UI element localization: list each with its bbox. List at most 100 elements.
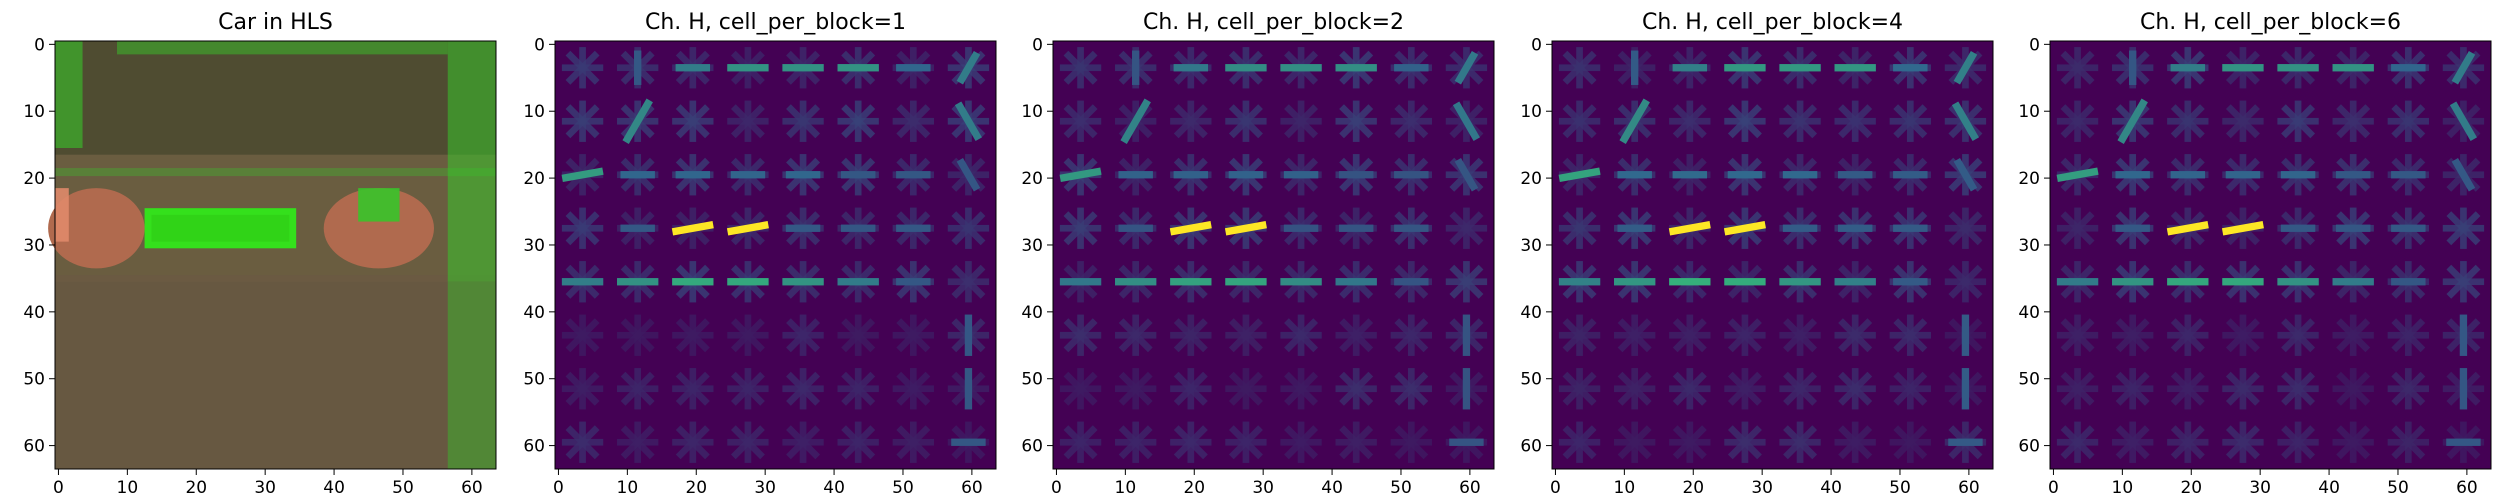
hog-faint-bar [2060,50,2095,85]
hog-faint-bar [786,318,821,353]
hog-gradient-bar [2280,171,2316,179]
hog-gradient-bar [2056,167,2099,182]
hog-faint-bar [1284,104,1319,139]
y-tick-label: 30 [23,236,45,256]
y-tick-label: 0 [2029,35,2040,55]
hog-faint-bar [1727,318,1762,353]
hog-gradient-bar [727,278,769,286]
hog-gradient-bar [782,278,824,286]
hog-faint-bar [1617,425,1652,460]
hog-gradient-bar [1173,171,1209,179]
panel-title: Ch. H, cell_per_block=4 [1642,10,1903,35]
hog-gradient-bar [1668,221,1711,236]
hog-gradient-bar [1669,278,1711,286]
hog-gradient-bar [1228,171,1264,179]
hog-faint-bar [2225,371,2260,406]
hog-gradient-bar [2335,171,2371,179]
hog-gradient-bar [1834,64,1876,72]
x-tick-label: 30 [254,478,276,498]
panel-title: Ch. H, cell_per_block=1 [645,10,906,35]
hog-gradient-bar [1614,278,1656,286]
x-tick-label: 50 [1889,478,1911,498]
hog-faint-bar [1339,371,1374,406]
hog-gradient-bar [1059,167,1102,182]
hog-faint-bar [786,371,821,406]
x-tick-label: 30 [2249,478,2271,498]
x-tick-label: 40 [1820,478,1842,498]
hog-faint-bar [1063,50,1098,85]
hog-gradient-bar [896,278,931,286]
panel-2: Ch. H, cell_per_block=1 0 10 20 30 40 50 60 0 10 2… [523,10,997,498]
x-tick-label: 40 [1321,478,1343,498]
image-license-plate-inner [151,214,290,242]
hog-faint-bar [1562,371,1597,406]
hog-gradient-bar [2449,101,2477,141]
hog-faint-bar [565,50,600,85]
hog-gradient-bar [1961,368,1970,410]
hog-gradient-bar [1280,64,1322,72]
y-tick-label: 60 [523,437,545,457]
hog-gradient-bar [1394,224,1429,232]
hog-gradient-bar [1115,278,1157,286]
x-tick-label: 40 [323,478,345,498]
hog-gradient-bar [1132,50,1140,85]
hog-gradient-bar [1118,224,1153,232]
y-tick-label: 50 [2018,370,2040,390]
hog-faint-bar [1562,104,1597,139]
y-tick-label: 0 [534,35,545,55]
hog-gradient-bar [1394,171,1429,179]
hog-faint-bar [2060,104,2095,139]
hog-gradient-bar [1283,171,1319,179]
hog-gradient-bar [1779,278,1821,286]
x-tick-label: 60 [1459,478,1481,498]
hog-gradient-bar [2115,224,2150,232]
hog-gradient-bar [1280,278,1322,286]
y-tick-label: 50 [523,370,545,390]
hog-faint-bar [1394,104,1429,139]
hog-gradient-bar [1953,157,1978,192]
hog-gradient-bar [2225,171,2261,179]
hog-faint-bar [1672,104,1707,139]
hog-gradient-bar [837,278,879,286]
hog-gradient-bar [1225,64,1267,72]
image-green-edge-top [117,41,448,55]
hog-faint-bar [786,104,821,139]
y-tick-label: 60 [1021,437,1043,457]
image-green-edge-left [55,41,83,148]
y-tick-label: 20 [2018,169,2040,189]
y-tick-label: 10 [1021,102,1043,122]
hog-gradient-bar [1672,171,1708,179]
hog-faint-bar [2115,425,2150,460]
hog-gradient-bar [2170,171,2206,179]
hog-gradient-bar [1173,64,1209,72]
hog-faint-bar [2336,371,2371,406]
hog-faint-bar [1562,425,1597,460]
hog-faint-bar [1394,318,1429,353]
hog-faint-bar [1228,371,1263,406]
hog-faint-bar [1173,318,1208,353]
x-tick-label: 20 [185,478,207,498]
axes-frame [54,40,497,470]
hog-gradient-bar [1951,101,1979,141]
hog-gradient-bar [1224,221,1267,236]
hog-faint-bar [1228,318,1263,353]
hog-faint-bar [951,211,986,246]
image-trunk-line [55,168,496,177]
y-tick-label: 0 [1032,35,1043,55]
image-taillight-left [48,188,145,269]
hog-gradient-bar [1631,50,1639,85]
axes-frame [1052,40,1495,470]
hog-faint-bar [2281,318,2316,353]
y-tick-label: 40 [523,303,545,323]
hog-faint-bar [896,371,931,406]
y-tick-label: 60 [1520,437,1542,457]
panel-title: Ch. H, cell_per_block=6 [2140,10,2401,35]
hog-gradient-bar [1454,157,1479,192]
hog-faint-bar [1783,371,1818,406]
hog-faint-bar [841,371,876,406]
hog-faint-bar [620,425,655,460]
hog-gradient-bar [1462,368,1471,410]
hog-gradient-bar [2335,224,2371,232]
hog-gradient-bar [1617,224,1652,232]
hog-faint-bar [565,371,600,406]
